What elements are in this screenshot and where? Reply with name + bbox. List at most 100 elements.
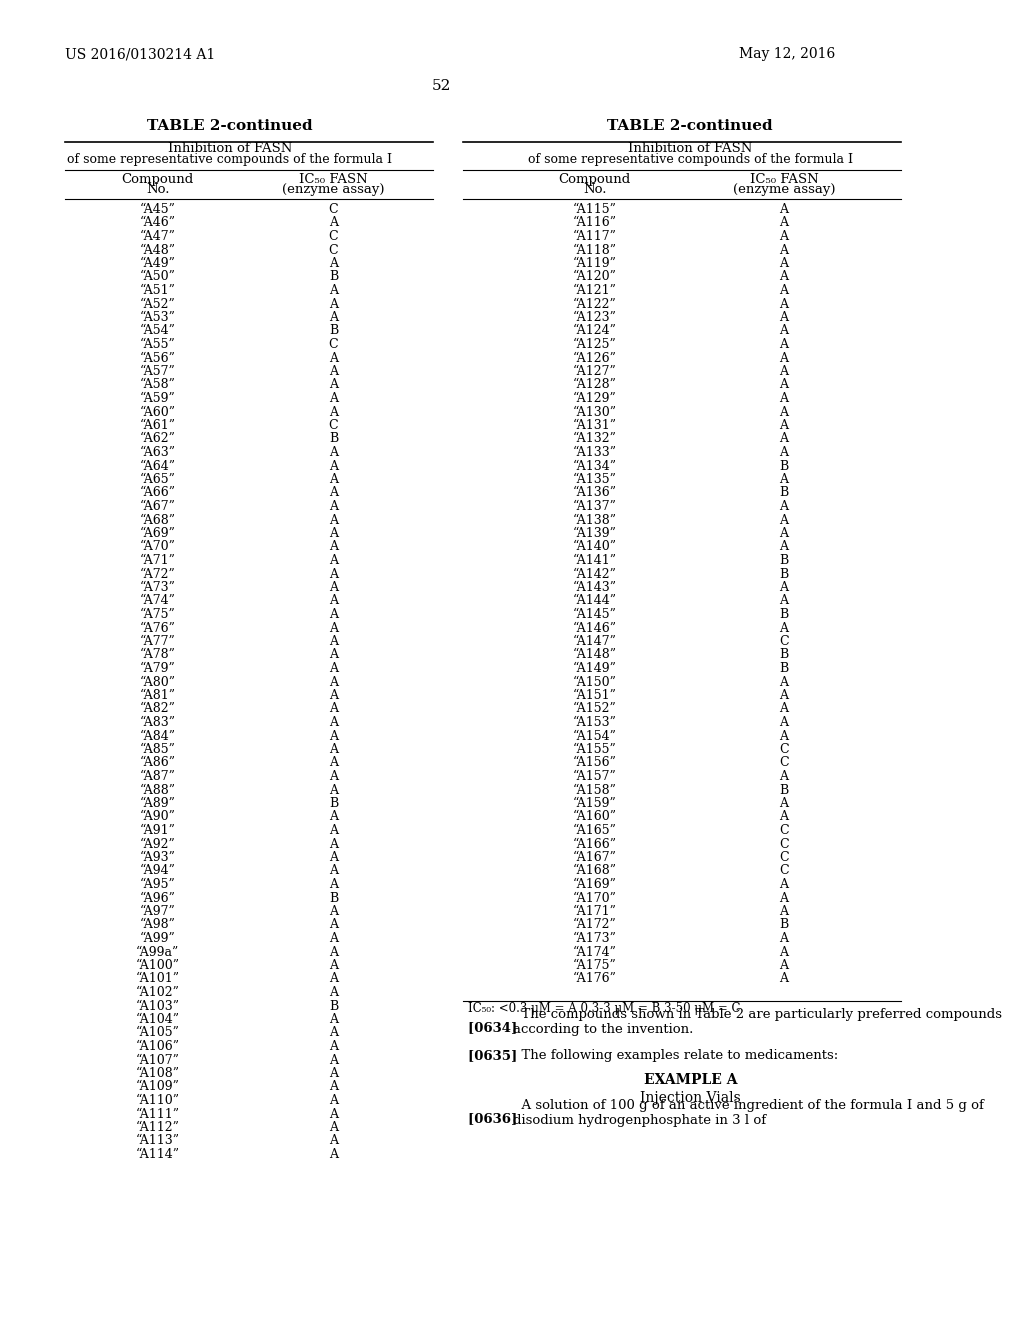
- Text: “A170”: “A170”: [572, 891, 616, 904]
- Text: [0634]: [0634]: [468, 1020, 526, 1034]
- Text: A: A: [779, 312, 788, 323]
- Text: “A137”: “A137”: [572, 500, 616, 513]
- Text: A: A: [329, 379, 338, 392]
- Text: “A105”: “A105”: [136, 1027, 179, 1040]
- Text: “A103”: “A103”: [136, 999, 179, 1012]
- Text: A: A: [329, 906, 338, 917]
- Text: “A160”: “A160”: [572, 810, 616, 824]
- Text: A: A: [329, 594, 338, 607]
- Text: A: A: [329, 663, 338, 675]
- Text: “A119”: “A119”: [572, 257, 616, 271]
- Text: “A66”: “A66”: [139, 487, 176, 499]
- Text: A: A: [329, 986, 338, 999]
- Text: “A127”: “A127”: [572, 366, 616, 378]
- Text: “A136”: “A136”: [572, 487, 616, 499]
- Text: “A68”: “A68”: [139, 513, 176, 527]
- Text: A: A: [779, 325, 788, 338]
- Text: A: A: [779, 230, 788, 243]
- Text: The following examples relate to medicaments:: The following examples relate to medicam…: [513, 1049, 838, 1063]
- Text: A: A: [329, 837, 338, 850]
- Text: A: A: [329, 676, 338, 689]
- Text: A: A: [329, 312, 338, 323]
- Text: (enzyme assay): (enzyme assay): [283, 183, 385, 195]
- Text: “A142”: “A142”: [572, 568, 616, 581]
- Text: “A79”: “A79”: [140, 663, 175, 675]
- Text: “A98”: “A98”: [139, 919, 176, 932]
- Text: “A128”: “A128”: [572, 379, 616, 392]
- Text: B: B: [779, 784, 788, 796]
- Text: A: A: [329, 609, 338, 620]
- Text: “A49”: “A49”: [139, 257, 176, 271]
- Text: C: C: [779, 635, 788, 648]
- Text: “A115”: “A115”: [572, 203, 616, 216]
- Text: “A168”: “A168”: [572, 865, 616, 878]
- Text: EXAMPLE A: EXAMPLE A: [643, 1073, 737, 1086]
- Text: A: A: [779, 594, 788, 607]
- Text: [0635]: [0635]: [468, 1049, 526, 1063]
- Text: No.: No.: [583, 183, 606, 195]
- Text: A: A: [329, 527, 338, 540]
- Text: “A122”: “A122”: [572, 297, 616, 310]
- Text: A: A: [779, 715, 788, 729]
- Text: “A74”: “A74”: [139, 594, 176, 607]
- Text: The compounds shown in Table 2 are particularly preferred compounds according to: The compounds shown in Table 2 are parti…: [513, 1008, 1001, 1036]
- Text: A: A: [329, 568, 338, 581]
- Text: B: B: [329, 433, 338, 446]
- Text: A: A: [779, 770, 788, 783]
- Text: “A47”: “A47”: [139, 230, 176, 243]
- Text: “A113”: “A113”: [136, 1134, 179, 1147]
- Text: TABLE 2-continued: TABLE 2-continued: [147, 119, 312, 133]
- Text: Inhibition of FASN: Inhibition of FASN: [168, 143, 292, 154]
- Text: A: A: [329, 960, 338, 972]
- Text: A: A: [329, 743, 338, 756]
- Text: “A165”: “A165”: [572, 824, 616, 837]
- Text: B: B: [329, 999, 338, 1012]
- Text: Inhibition of FASN: Inhibition of FASN: [628, 143, 753, 154]
- Text: IC₅₀: <0.3 μM = A 0.3-3 μM = B 3-50 μM = C: IC₅₀: <0.3 μM = A 0.3-3 μM = B 3-50 μM =…: [468, 1002, 740, 1015]
- Text: IC₅₀ FASN: IC₅₀ FASN: [750, 173, 818, 186]
- Text: C: C: [779, 756, 788, 770]
- Text: A: A: [329, 473, 338, 486]
- Text: A: A: [779, 203, 788, 216]
- Text: “A114”: “A114”: [136, 1148, 179, 1162]
- Text: “A90”: “A90”: [139, 810, 176, 824]
- Text: A: A: [329, 824, 338, 837]
- Text: A: A: [779, 797, 788, 810]
- Text: A: A: [779, 418, 788, 432]
- Text: “A131”: “A131”: [572, 418, 616, 432]
- Text: A: A: [779, 891, 788, 904]
- Text: A: A: [779, 945, 788, 958]
- Text: May 12, 2016: May 12, 2016: [739, 48, 836, 61]
- Text: “A157”: “A157”: [572, 770, 616, 783]
- Text: B: B: [329, 797, 338, 810]
- Text: C: C: [779, 743, 788, 756]
- Text: A: A: [329, 1134, 338, 1147]
- Text: “A76”: “A76”: [139, 622, 176, 635]
- Text: C: C: [779, 865, 788, 878]
- Text: “A149”: “A149”: [572, 663, 616, 675]
- Text: “A88”: “A88”: [139, 784, 176, 796]
- Text: “A58”: “A58”: [139, 379, 176, 392]
- Text: A: A: [779, 622, 788, 635]
- Text: “A176”: “A176”: [572, 973, 616, 986]
- Text: “A172”: “A172”: [572, 919, 616, 932]
- Text: “A85”: “A85”: [139, 743, 176, 756]
- Text: “A155”: “A155”: [572, 743, 616, 756]
- Text: “A143”: “A143”: [572, 581, 616, 594]
- Text: A: A: [779, 702, 788, 715]
- Text: A solution of 100 g of an active ingredient of the formula I and 5 g of disodium: A solution of 100 g of an active ingredi…: [513, 1100, 984, 1127]
- Text: “A108”: “A108”: [136, 1067, 179, 1080]
- Text: A: A: [329, 1053, 338, 1067]
- Text: A: A: [329, 392, 338, 405]
- Text: “A107”: “A107”: [136, 1053, 179, 1067]
- Text: “A175”: “A175”: [572, 960, 616, 972]
- Text: “A69”: “A69”: [139, 527, 176, 540]
- Text: “A71”: “A71”: [139, 554, 176, 568]
- Text: B: B: [329, 891, 338, 904]
- Text: A: A: [779, 540, 788, 553]
- Text: [0636]: [0636]: [468, 1111, 526, 1125]
- Text: A: A: [779, 351, 788, 364]
- Text: A: A: [779, 433, 788, 446]
- Text: “A156”: “A156”: [572, 756, 616, 770]
- Text: C: C: [329, 338, 338, 351]
